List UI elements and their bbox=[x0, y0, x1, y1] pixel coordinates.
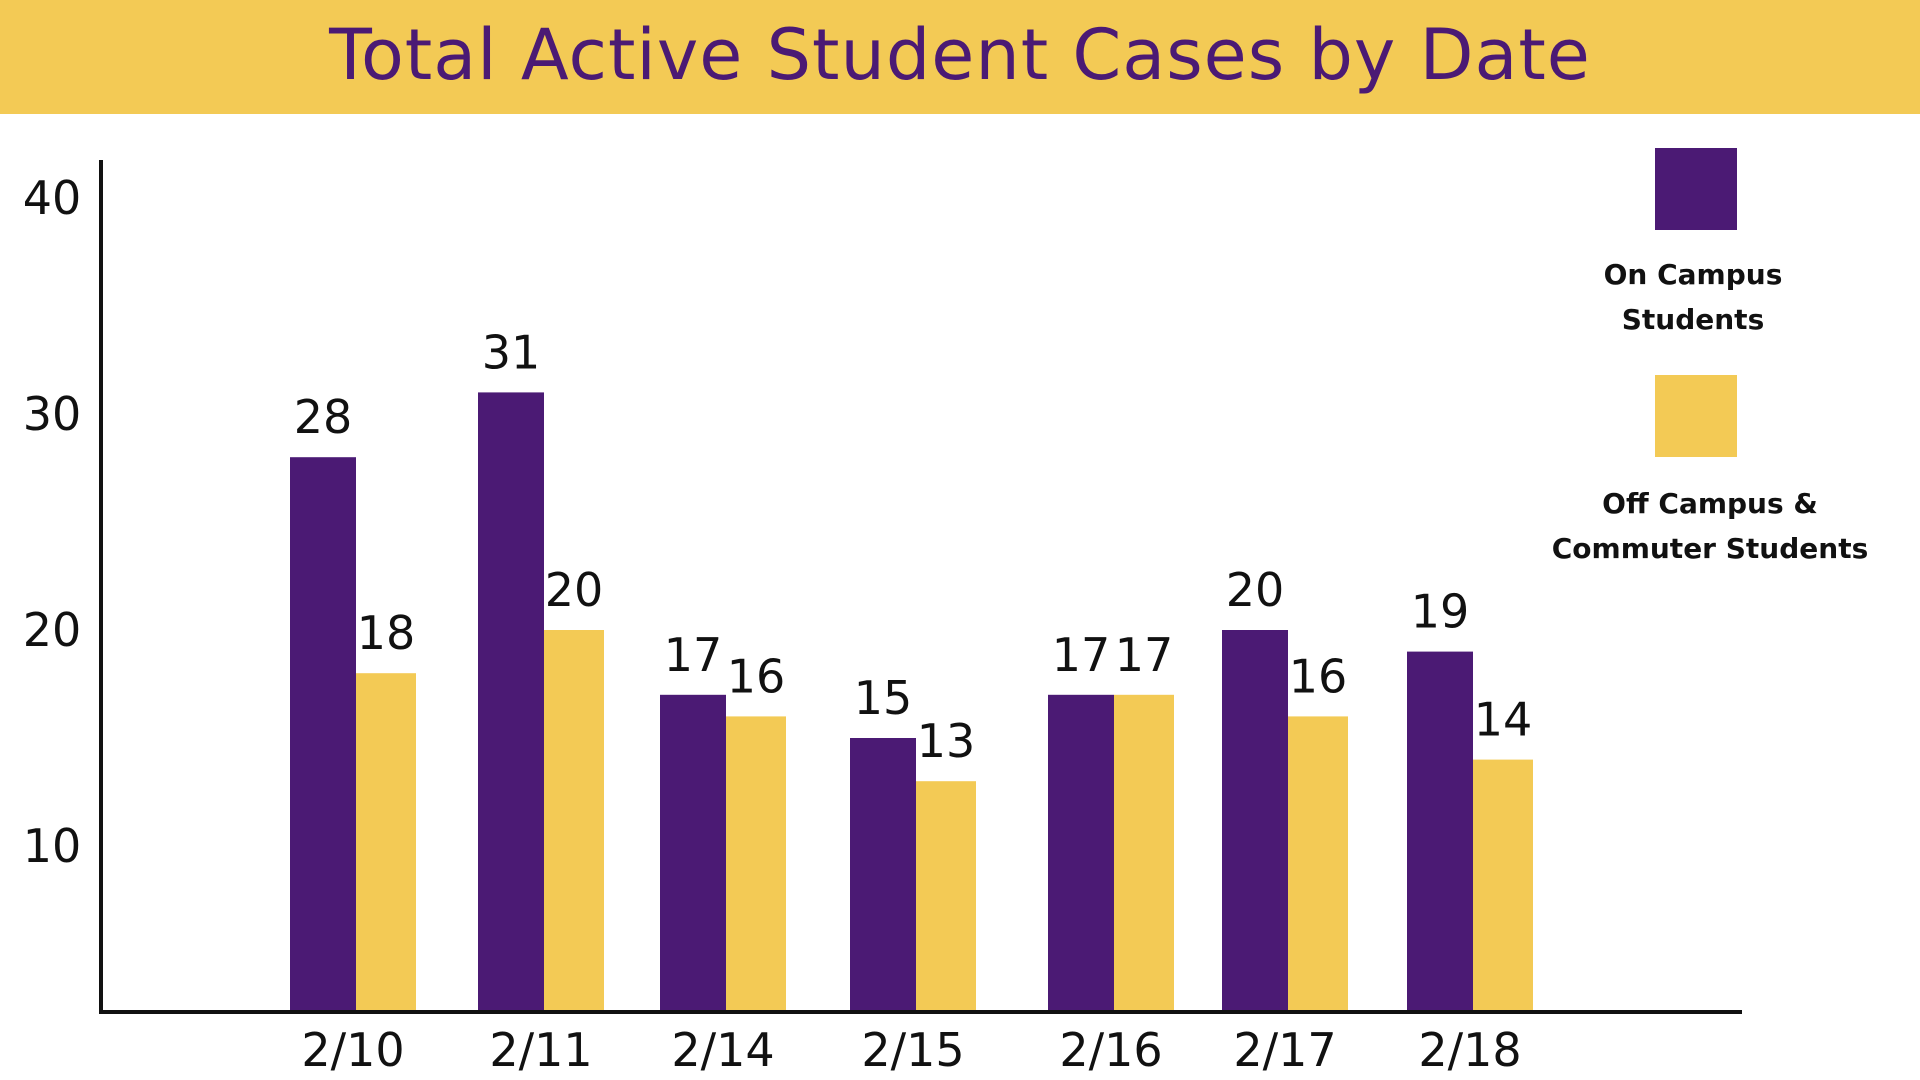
bar-off-campus-2-18 bbox=[1473, 759, 1533, 1012]
chart-title: Total Active Student Cases by Date bbox=[329, 14, 1591, 96]
value-label-on-campus-2-11: 31 bbox=[482, 325, 541, 379]
x-tick-label-2-14: 2/14 bbox=[671, 1023, 774, 1077]
bar-off-campus-2-16 bbox=[1114, 694, 1174, 1012]
x-tick-label-2-15: 2/15 bbox=[861, 1023, 964, 1077]
bar-on-campus-2-15 bbox=[850, 738, 916, 1012]
bar-off-campus-2-11 bbox=[544, 630, 604, 1012]
value-label-on-campus-2-16: 17 bbox=[1052, 628, 1111, 682]
y-tick-label-40: 40 bbox=[23, 171, 82, 225]
title-banner: Total Active Student Cases by Date bbox=[0, 0, 1920, 114]
value-label-off-campus-2-11: 20 bbox=[545, 563, 604, 617]
value-label-off-campus-2-15: 13 bbox=[917, 714, 976, 768]
x-tick-label-2-18: 2/18 bbox=[1418, 1023, 1521, 1077]
bar-on-campus-2-16 bbox=[1048, 694, 1114, 1012]
bar-on-campus-2-10 bbox=[290, 457, 356, 1012]
value-label-off-campus-2-16: 17 bbox=[1115, 628, 1174, 682]
value-label-off-campus-2-10: 18 bbox=[357, 606, 416, 660]
x-tick-label-2-11: 2/11 bbox=[489, 1023, 592, 1077]
legend-off-campus-swatch bbox=[1655, 375, 1737, 457]
legend-on-campus-label-line-1: On Campus bbox=[1604, 258, 1783, 291]
legend-off-campus-label-line-2: Commuter Students bbox=[1552, 532, 1869, 565]
value-label-on-campus-2-10: 28 bbox=[294, 390, 353, 444]
value-label-on-campus-2-15: 15 bbox=[854, 671, 913, 725]
y-tick-label-30: 30 bbox=[23, 387, 82, 441]
value-label-off-campus-2-14: 16 bbox=[727, 649, 786, 703]
value-label-off-campus-2-17: 16 bbox=[1289, 649, 1348, 703]
bar-off-campus-2-14 bbox=[726, 716, 786, 1012]
value-label-off-campus-2-18: 14 bbox=[1474, 693, 1533, 747]
bar-off-campus-2-15 bbox=[916, 781, 976, 1012]
bar-on-campus-2-18 bbox=[1407, 651, 1473, 1012]
y-tick-label-10: 10 bbox=[23, 819, 82, 873]
y-tick-label-20: 20 bbox=[23, 603, 82, 657]
value-label-on-campus-2-17: 20 bbox=[1226, 563, 1285, 617]
legend-off-campus-label-line-1: Off Campus & bbox=[1602, 487, 1818, 520]
x-tick-label-2-17: 2/17 bbox=[1233, 1023, 1336, 1077]
bar-on-campus-2-11 bbox=[478, 392, 544, 1012]
bar-on-campus-2-14 bbox=[660, 694, 726, 1012]
legend-on-campus-swatch bbox=[1655, 148, 1737, 230]
value-label-on-campus-2-18: 19 bbox=[1411, 585, 1470, 639]
x-tick-label-2-10: 2/10 bbox=[301, 1023, 404, 1077]
legend-on-campus-label-line-2: Students bbox=[1622, 303, 1765, 336]
bar-off-campus-2-17 bbox=[1288, 716, 1348, 1012]
bar-off-campus-2-10 bbox=[356, 673, 416, 1012]
value-label-on-campus-2-14: 17 bbox=[664, 628, 723, 682]
x-tick-label-2-16: 2/16 bbox=[1059, 1023, 1162, 1077]
bar-on-campus-2-17 bbox=[1222, 630, 1288, 1012]
